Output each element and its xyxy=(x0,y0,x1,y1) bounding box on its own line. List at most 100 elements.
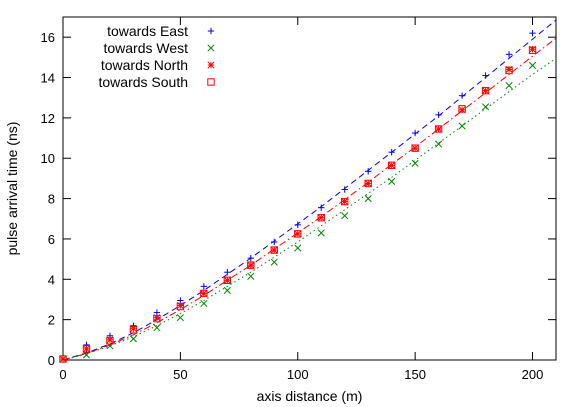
data-point xyxy=(294,244,302,252)
data-point xyxy=(482,103,490,111)
data-point xyxy=(129,326,138,334)
data-point xyxy=(223,276,232,285)
x-axis-title: axis distance (m) xyxy=(257,388,363,404)
data-point xyxy=(106,337,114,345)
data-point xyxy=(82,345,91,353)
data-point xyxy=(411,159,419,167)
data-point xyxy=(388,148,395,156)
data-point xyxy=(458,92,466,99)
y-tick-label: 12 xyxy=(41,111,55,126)
data-point xyxy=(435,140,443,148)
data-point xyxy=(341,212,349,220)
y-tick-label: 4 xyxy=(48,272,55,287)
fit-line xyxy=(62,57,557,361)
legend-marker xyxy=(207,44,215,52)
x-tick-label: 0 xyxy=(59,367,66,382)
y-tick-label: 14 xyxy=(41,71,55,86)
data-point xyxy=(318,204,325,211)
data-point xyxy=(528,46,537,54)
data-point xyxy=(458,122,466,130)
data-point xyxy=(364,179,372,188)
legend-label: towards East xyxy=(107,23,188,39)
data-point xyxy=(129,335,137,343)
data-point xyxy=(294,221,301,229)
data-point xyxy=(270,246,278,254)
data-point xyxy=(341,198,349,206)
data-point xyxy=(223,276,231,284)
data-point xyxy=(200,289,208,298)
data-point xyxy=(223,286,231,294)
data-point xyxy=(176,302,185,311)
data-point xyxy=(317,229,325,237)
data-point xyxy=(153,314,161,323)
data-point xyxy=(176,314,184,322)
data-point xyxy=(271,238,278,246)
legend-label: towards West xyxy=(103,40,188,56)
data-point xyxy=(411,144,419,152)
data-point xyxy=(341,186,348,193)
legend-label: towards North xyxy=(101,57,188,73)
data-point xyxy=(388,177,396,185)
y-tick-label: 10 xyxy=(41,151,55,166)
data-point xyxy=(482,72,489,79)
data-point xyxy=(247,261,255,269)
legend-label: towards South xyxy=(99,74,189,90)
y-tick-label: 8 xyxy=(48,192,55,207)
data-point xyxy=(294,230,302,238)
y-tick-label: 6 xyxy=(48,232,55,247)
data-point xyxy=(481,86,490,95)
data-point xyxy=(434,125,443,133)
data-point xyxy=(411,144,419,152)
y-tick-label: 2 xyxy=(48,313,55,328)
x-tick-label: 50 xyxy=(173,367,187,382)
data-point xyxy=(458,105,466,113)
data-point xyxy=(505,66,513,75)
y-tick-label: 0 xyxy=(48,353,55,368)
data-point xyxy=(82,351,91,359)
data-point xyxy=(200,283,208,290)
data-point xyxy=(270,258,278,266)
data-point xyxy=(82,345,91,353)
data-point xyxy=(364,168,372,175)
data-point xyxy=(482,87,490,95)
data-point xyxy=(364,195,372,203)
data-point xyxy=(317,214,325,222)
data-point xyxy=(200,299,208,308)
x-tick-label: 100 xyxy=(287,367,309,382)
legend-marker xyxy=(207,61,215,69)
fit-line xyxy=(62,19,557,361)
legend-marker xyxy=(207,78,215,86)
data-point xyxy=(505,82,513,90)
x-axis-ticks: 0 50 100 150 200 xyxy=(59,17,543,382)
data-point xyxy=(200,289,208,297)
data-point xyxy=(224,269,231,276)
data-point xyxy=(247,272,255,280)
x-tick-label: 150 xyxy=(404,367,426,382)
data-point xyxy=(247,254,255,262)
data-point xyxy=(59,355,67,363)
y-tick-label: 16 xyxy=(41,30,55,45)
data-point xyxy=(435,125,443,133)
fit-lines xyxy=(62,19,557,361)
x-tick-label: 200 xyxy=(522,367,544,382)
data-point xyxy=(317,214,325,222)
y-axis-title: pulse arrival time (ns) xyxy=(4,122,20,256)
data-point xyxy=(247,261,255,269)
fit-line xyxy=(62,37,557,361)
plot-frame xyxy=(62,16,557,361)
data-point xyxy=(59,355,67,363)
data-point xyxy=(388,161,396,169)
data-point xyxy=(294,230,302,238)
data-point xyxy=(153,324,161,332)
data-point xyxy=(529,29,536,37)
data-point xyxy=(411,129,419,137)
data-point xyxy=(270,246,278,254)
data-point xyxy=(435,111,442,119)
plot-border xyxy=(62,16,557,361)
data-point xyxy=(341,197,349,206)
data-point xyxy=(528,61,537,69)
data-point xyxy=(387,161,396,169)
legend-marker xyxy=(207,27,215,35)
